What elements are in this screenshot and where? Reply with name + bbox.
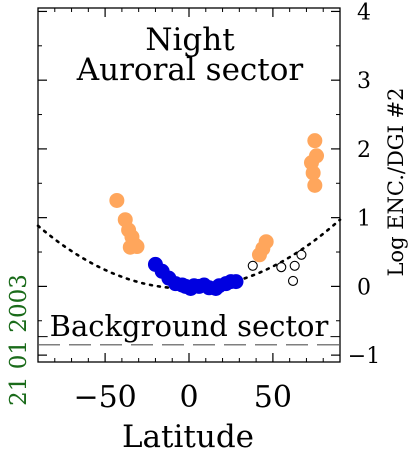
data-point-orange [307,133,323,149]
annotation-background-sector: Background sector [50,309,329,343]
data-point-open [276,262,287,273]
y-tick-label: 4 [357,0,371,25]
date-label: 21 01 2003 [6,274,32,406]
chart-text: Night Auroral sector Background sector L… [6,22,408,455]
data-point-open [247,260,258,271]
annotation-night: Night [145,22,235,58]
x-tick-label: 50 [254,380,292,415]
data-point-orange [251,247,267,263]
y-axis-label: Log ENC./DGI #2 [384,87,408,276]
y-tick-label: 3 [357,69,371,94]
annotation-backing [47,311,331,341]
y-tick-label: 1 [357,207,371,232]
y-tick-label: −1 [348,344,380,369]
data-point-open [287,275,299,286]
y-tick-label: 0 [357,275,371,300]
data-point-open [289,260,300,271]
data-point-blue [228,274,244,290]
x-axis-label: Latitude [122,419,254,455]
x-tick-label: 0 [179,380,198,415]
y-tick-label: 2 [357,138,371,163]
data-marks [109,133,325,296]
annotation-auroral-sector: Auroral sector [76,52,304,88]
data-point-orange [305,165,321,181]
data-point-open [296,249,307,260]
data-point-orange [307,177,323,193]
x-tick-label: −50 [73,380,136,415]
data-point-orange [109,192,125,208]
data-point-orange [129,239,145,255]
